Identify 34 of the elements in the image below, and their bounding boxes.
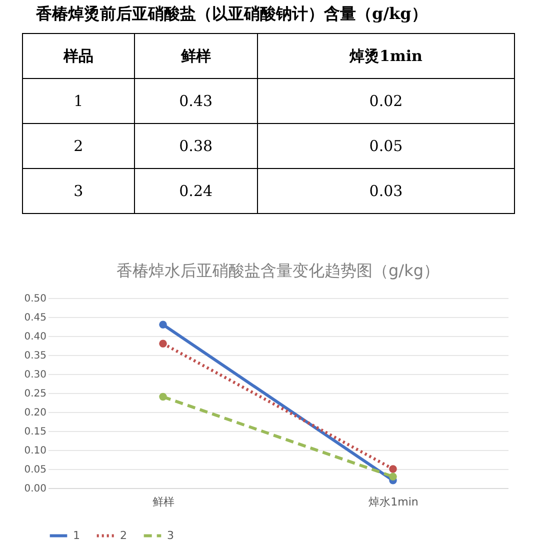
text: 0.38: [179, 137, 213, 155]
legend-title: 样品: [22, 34, 134, 78]
y-tick-label: 0.15: [24, 426, 46, 438]
y-tick-label: 0.40: [24, 332, 46, 342]
x-tick-label: 焯水1min: [368, 496, 418, 508]
y-tick-label: 0.45: [24, 312, 46, 324]
point: [389, 465, 397, 473]
text: 0.03: [369, 182, 403, 200]
category-label: 3: [74, 182, 84, 200]
category-label: 1: [74, 92, 84, 110]
text: 0.43: [179, 92, 213, 110]
y-tick-label: 0.20: [24, 408, 46, 418]
legend-label: 1: [73, 528, 80, 542]
category-label: 鲜样: [134, 34, 258, 78]
chart-title: 香椿焯水后亚硝酸盐含量变化趋势图（g/kg）: [116, 261, 440, 280]
y-tick-label: 0.30: [24, 370, 46, 380]
category-label: 2: [74, 137, 84, 155]
category-label: 焯烫1min: [257, 34, 514, 78]
point: [389, 472, 397, 480]
text: 0.02: [369, 92, 403, 110]
y-tick-label: 0.35: [24, 350, 46, 362]
text: 香椿焯烫前后亚硝酸盐（以亚硝酸钠计）含量（g/kg）: [36, 4, 428, 25]
y-tick-label: 0.25: [24, 388, 46, 400]
point: [159, 320, 167, 328]
text: 0.24: [179, 182, 213, 200]
point: [159, 340, 167, 348]
y-tick-label: 0.00: [24, 484, 46, 494]
text: 0.05: [369, 137, 403, 155]
point: [159, 392, 167, 401]
legend-label: 3: [167, 528, 174, 542]
y-tick-label: 0.05: [24, 464, 46, 476]
y-tick-label: 0.10: [24, 446, 46, 456]
legend-label: 2: [120, 528, 127, 542]
y-tick-label: 0.50: [24, 294, 46, 304]
